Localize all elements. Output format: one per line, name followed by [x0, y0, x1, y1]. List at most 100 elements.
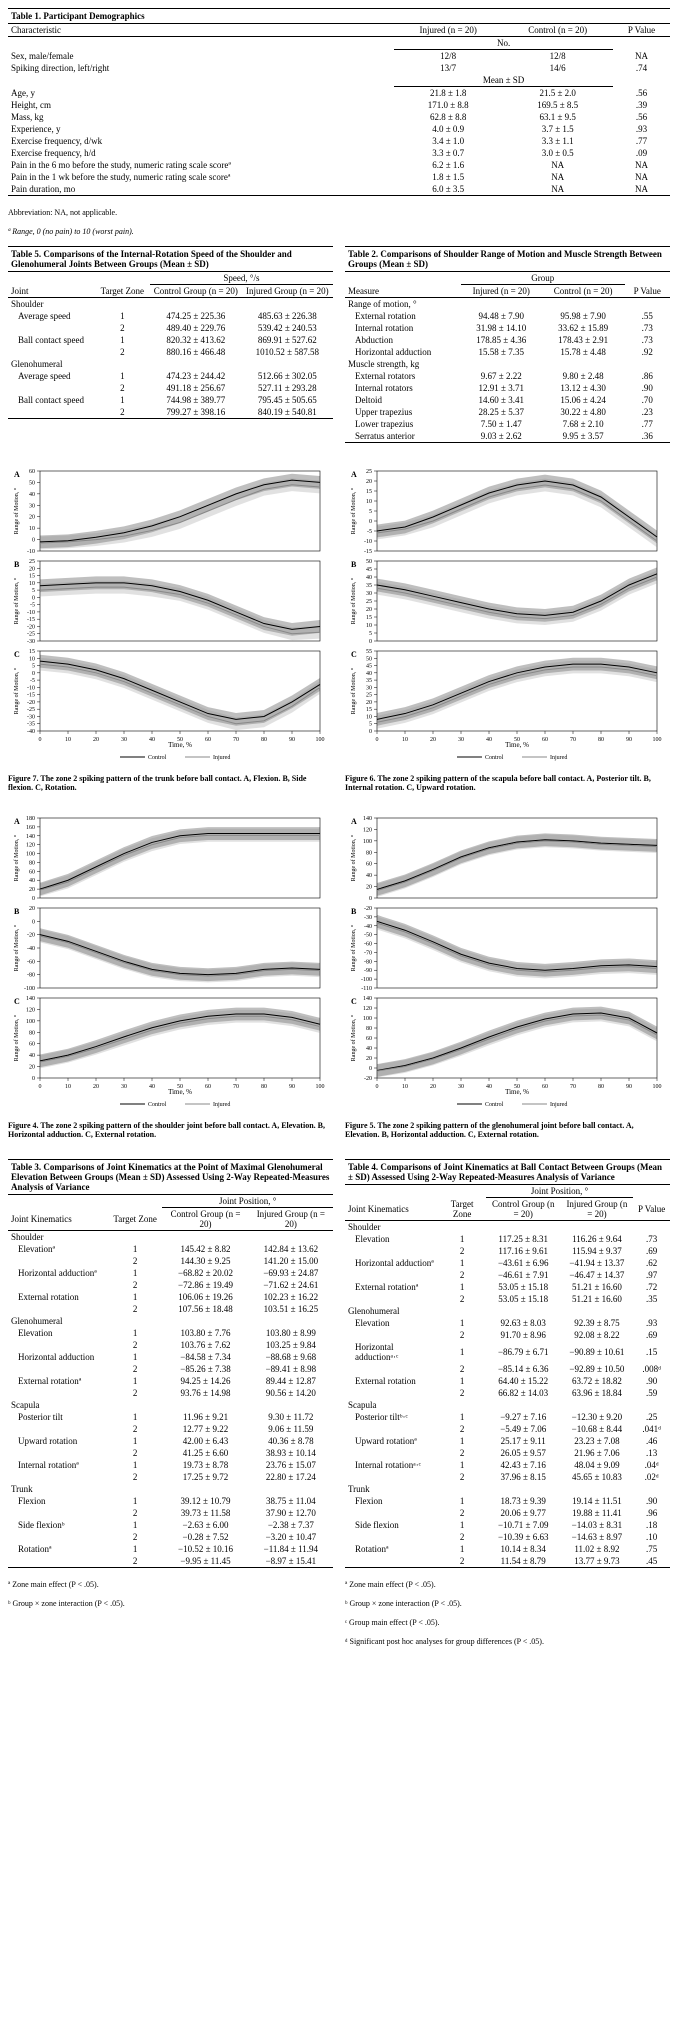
- fig7-caption: Figure 7. The zone 2 spiking pattern of …: [8, 774, 333, 792]
- svg-text:-110: -110: [361, 986, 372, 992]
- svg-text:10: 10: [402, 737, 408, 743]
- svg-text:20: 20: [93, 1084, 99, 1090]
- svg-text:100: 100: [653, 737, 662, 743]
- svg-text:-30: -30: [27, 714, 35, 720]
- svg-text:20: 20: [430, 1084, 436, 1090]
- svg-text:20: 20: [366, 607, 372, 613]
- svg-text:-20: -20: [27, 700, 35, 706]
- fig5-caption: Figure 5. The zone 2 spiking pattern of …: [345, 1121, 670, 1139]
- svg-text:-20: -20: [364, 906, 372, 912]
- svg-text:-50: -50: [364, 933, 372, 939]
- svg-text:Range of Motion, °: Range of Motion, °: [350, 667, 357, 714]
- svg-text:70: 70: [570, 1084, 576, 1090]
- svg-text:10: 10: [29, 581, 35, 587]
- table-1: Table 1. Participant Demographics Charac…: [8, 8, 670, 196]
- svg-text:25: 25: [366, 469, 372, 475]
- svg-text:5: 5: [32, 588, 35, 594]
- svg-text:20: 20: [29, 1065, 35, 1071]
- svg-text:100: 100: [26, 1019, 35, 1025]
- svg-text:120: 120: [363, 827, 372, 833]
- svg-text:55: 55: [366, 649, 372, 655]
- svg-text:80: 80: [261, 737, 267, 743]
- figure-4: 020406080100120140160180ARange of Motion…: [8, 812, 333, 1118]
- svg-text:80: 80: [29, 860, 35, 866]
- svg-text:0: 0: [32, 538, 35, 544]
- svg-text:80: 80: [598, 1084, 604, 1090]
- svg-text:5: 5: [369, 722, 372, 728]
- svg-text:20: 20: [29, 906, 35, 912]
- svg-text:0: 0: [369, 519, 372, 525]
- svg-text:Control: Control: [148, 755, 167, 761]
- svg-text:Range of Motion, °: Range of Motion, °: [350, 924, 357, 971]
- svg-text:25: 25: [366, 599, 372, 605]
- svg-text:-30: -30: [364, 915, 372, 921]
- svg-text:100: 100: [316, 1084, 325, 1090]
- svg-text:20: 20: [29, 566, 35, 572]
- svg-text:-40: -40: [27, 729, 35, 735]
- svg-text:70: 70: [233, 737, 239, 743]
- svg-text:140: 140: [363, 996, 372, 1002]
- svg-text:Injured: Injured: [550, 755, 567, 761]
- svg-text:40: 40: [486, 1084, 492, 1090]
- svg-text:90: 90: [626, 1084, 632, 1090]
- svg-text:-40: -40: [364, 924, 372, 930]
- svg-text:-100: -100: [361, 977, 372, 983]
- svg-text:0: 0: [39, 1084, 42, 1090]
- svg-text:20: 20: [93, 737, 99, 743]
- svg-text:A: A: [351, 470, 357, 479]
- svg-text:40: 40: [29, 492, 35, 498]
- svg-text:30: 30: [121, 737, 127, 743]
- svg-text:Control: Control: [485, 755, 504, 761]
- svg-text:160: 160: [26, 825, 35, 831]
- svg-text:10: 10: [366, 623, 372, 629]
- svg-text:-60: -60: [27, 959, 35, 965]
- svg-text:10: 10: [366, 714, 372, 720]
- svg-text:25: 25: [366, 693, 372, 699]
- svg-text:35: 35: [366, 583, 372, 589]
- svg-text:20: 20: [29, 887, 35, 893]
- svg-text:30: 30: [366, 591, 372, 597]
- svg-text:Range of Motion, °: Range of Motion, °: [13, 487, 20, 534]
- svg-text:20: 20: [366, 700, 372, 706]
- svg-text:20: 20: [29, 515, 35, 521]
- svg-text:Range of Motion, °: Range of Motion, °: [13, 924, 20, 971]
- svg-text:20: 20: [366, 1056, 372, 1062]
- svg-text:Time, %: Time, %: [168, 741, 192, 749]
- svg-text:100: 100: [363, 1016, 372, 1022]
- svg-text:20: 20: [366, 479, 372, 485]
- svg-text:15: 15: [366, 489, 372, 495]
- svg-text:C: C: [351, 997, 357, 1006]
- fig4-caption: Figure 4. The zone 2 spiking pattern of …: [8, 1121, 333, 1139]
- svg-text:B: B: [351, 560, 357, 569]
- svg-text:30: 30: [458, 737, 464, 743]
- table-3: Table 3. Comparisons of Joint Kinematics…: [8, 1159, 333, 1568]
- svg-text:60: 60: [366, 1036, 372, 1042]
- svg-text:-100: -100: [24, 986, 35, 992]
- fig6-caption: Figure 6. The zone 2 spiking pattern of …: [345, 774, 670, 792]
- svg-text:60: 60: [205, 1084, 211, 1090]
- svg-text:60: 60: [29, 869, 35, 875]
- svg-text:10: 10: [29, 526, 35, 532]
- svg-text:10: 10: [402, 1084, 408, 1090]
- svg-text:60: 60: [29, 1042, 35, 1048]
- svg-text:Range of Motion, °: Range of Motion, °: [13, 1014, 20, 1061]
- svg-text:-15: -15: [27, 693, 35, 699]
- svg-text:120: 120: [26, 1007, 35, 1013]
- svg-text:0: 0: [369, 1066, 372, 1072]
- svg-text:10: 10: [29, 656, 35, 662]
- svg-text:10: 10: [366, 499, 372, 505]
- svg-text:Injured: Injured: [213, 1102, 230, 1108]
- svg-text:30: 30: [121, 1084, 127, 1090]
- svg-text:-80: -80: [27, 973, 35, 979]
- svg-text:60: 60: [29, 469, 35, 475]
- svg-text:0: 0: [369, 729, 372, 735]
- svg-text:-20: -20: [27, 933, 35, 939]
- svg-text:0: 0: [32, 919, 35, 925]
- table-5: Table 5. Comparisons of the Internal-Rot…: [8, 246, 333, 419]
- svg-text:-25: -25: [27, 707, 35, 713]
- svg-text:140: 140: [363, 816, 372, 822]
- svg-text:C: C: [14, 997, 20, 1006]
- svg-text:5: 5: [369, 631, 372, 637]
- svg-text:40: 40: [29, 878, 35, 884]
- svg-text:80: 80: [366, 850, 372, 856]
